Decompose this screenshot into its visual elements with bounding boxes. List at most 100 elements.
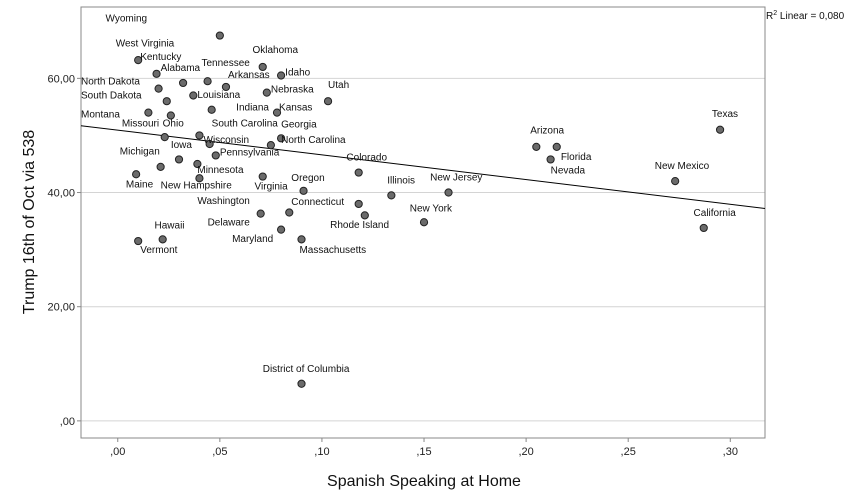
- point-label-minnesota: Minnesota: [197, 165, 244, 176]
- point-indiana: [207, 105, 216, 114]
- point-north-dakota: [154, 84, 163, 93]
- point-label-new-hampshire: New Hampshire: [161, 181, 233, 192]
- x-tick-label: ,15: [416, 446, 431, 458]
- point-label-wyoming: Wyoming: [106, 13, 148, 24]
- point-label-idaho: Idaho: [285, 68, 310, 79]
- point-wyoming: [215, 31, 224, 40]
- point-labels: Wyoming West Virginia Kentucky OklahomaTenn…: [81, 13, 738, 375]
- point-label-missouri: Missouri: [122, 118, 159, 129]
- point-label-wisconsin: Wisconsin: [204, 135, 250, 146]
- point-label-pennsylvania: Pennsylvania: [220, 147, 280, 158]
- point-alabama: [178, 78, 188, 88]
- point-label-vermont: Vermont: [140, 245, 177, 256]
- y-tick-label: 40,00: [47, 188, 75, 200]
- y-axis-ticks: ,00 20,00 40,00 60,00: [47, 73, 81, 428]
- point-south-carolina: [195, 131, 204, 140]
- point-nebraska: [262, 88, 271, 97]
- x-tick-label: ,00: [110, 446, 125, 458]
- fit-line-layer: [80, 125, 766, 210]
- point-louisiana: [189, 91, 198, 100]
- point-label-nevada: Nevada: [551, 166, 586, 177]
- x-axis-ticks: ,00 ,05 ,10 ,15 ,20 ,25 ,30: [110, 438, 738, 458]
- point-label-rhode-island: Rhode Island: [330, 220, 389, 231]
- point-maine: [132, 170, 141, 179]
- x-tick-label: ,10: [314, 446, 329, 458]
- point-kansas: [272, 108, 282, 117]
- point-label-arizona: Arizona: [530, 126, 564, 137]
- point-rhode-island: [360, 211, 369, 220]
- point-label-maine: Maine: [126, 179, 154, 190]
- point-label-iowa: Iowa: [171, 140, 193, 151]
- point-florida: [552, 142, 561, 151]
- point-massachusetts: [297, 235, 306, 244]
- point-connecticut: [354, 199, 363, 209]
- gridlines: [81, 77, 765, 422]
- plot-frame: [80, 6, 766, 439]
- point-label-new-jersey: New Jersey: [430, 173, 482, 184]
- point-label-colorado: Colorado: [346, 153, 387, 164]
- point-new-hampshire: [195, 174, 204, 183]
- axes: [80, 6, 766, 439]
- point-kentucky: [152, 69, 161, 78]
- point-michigan: [156, 162, 165, 171]
- point-hawaii: [158, 235, 167, 244]
- point-label-north-carolina: North Carolina: [281, 135, 346, 146]
- x-tick-label: ,30: [723, 446, 738, 458]
- point-north-carolina: [266, 141, 275, 150]
- point-label-tennessee: Tennessee: [201, 58, 250, 69]
- point-illinois: [387, 191, 396, 200]
- x-tick-label: ,25: [621, 446, 636, 458]
- point-california: [699, 223, 708, 233]
- point-tennessee: [203, 77, 212, 86]
- point-label-texas: Texas: [712, 109, 738, 120]
- r2-linear-label: R2 Linear = 0,080: [766, 10, 845, 22]
- point-vermont: [134, 236, 143, 246]
- point-new-mexico: [671, 177, 680, 186]
- point-montana: [144, 108, 153, 117]
- point-georgia: [276, 134, 286, 143]
- point-label-delaware: Delaware: [208, 218, 251, 229]
- point-delaware: [285, 208, 294, 217]
- point-label-florida: Florida: [561, 152, 592, 163]
- point-label-michigan: Michigan: [120, 146, 160, 157]
- point-texas: [715, 125, 725, 134]
- x-axis-title: Spanish Speaking at Home: [327, 473, 521, 490]
- y-axis-title: Trump 16th of Oct via 538: [21, 130, 38, 314]
- point-arkansas: [221, 82, 231, 92]
- point-washington: [256, 209, 265, 218]
- point-label-montana: Montana: [81, 110, 120, 121]
- point-label-north-dakota: North Dakota: [81, 77, 140, 88]
- point-label-new-york: New York: [410, 203, 453, 214]
- data-points: [132, 31, 725, 388]
- point-pennsylvania: [211, 151, 220, 160]
- point-label-south-dakota: South Dakota: [81, 90, 142, 101]
- point-label-indiana: Indiana: [236, 102, 269, 113]
- point-iowa: [174, 155, 184, 164]
- x-tick-label: ,05: [212, 446, 227, 458]
- point-label-massachusetts: Massachusetts: [299, 245, 366, 256]
- point-label-south-carolina: South Carolina: [212, 118, 279, 129]
- point-label-district-of-columbia: District of Columbia: [263, 364, 350, 375]
- y-tick-label: 60,00: [47, 73, 75, 85]
- point-label-nebraska: Nebraska: [271, 85, 314, 96]
- point-label-new-mexico: New Mexico: [655, 161, 710, 172]
- point-wisconsin: [205, 139, 214, 149]
- x-tick-label: ,20: [518, 446, 533, 458]
- point-label-virginia: Virginia: [255, 182, 289, 193]
- point-oregon: [299, 186, 308, 195]
- point-maryland: [276, 225, 286, 234]
- point-label-utah: Utah: [328, 80, 349, 91]
- point-label-alabama: Alabama: [161, 63, 201, 74]
- point-minnesota: [193, 159, 202, 169]
- point-label-arkansas: Arkansas: [228, 70, 270, 81]
- point-label-connecticut: Connecticut: [291, 197, 344, 208]
- point-south-dakota: [162, 97, 171, 106]
- point-new-jersey: [444, 188, 453, 197]
- point-nevada: [546, 155, 555, 164]
- point-virginia: [258, 172, 267, 181]
- point-ohio: [160, 133, 169, 142]
- point-label-georgia: Georgia: [281, 119, 317, 130]
- fit-line: [80, 125, 766, 210]
- point-label-kentucky: Kentucky: [140, 52, 181, 63]
